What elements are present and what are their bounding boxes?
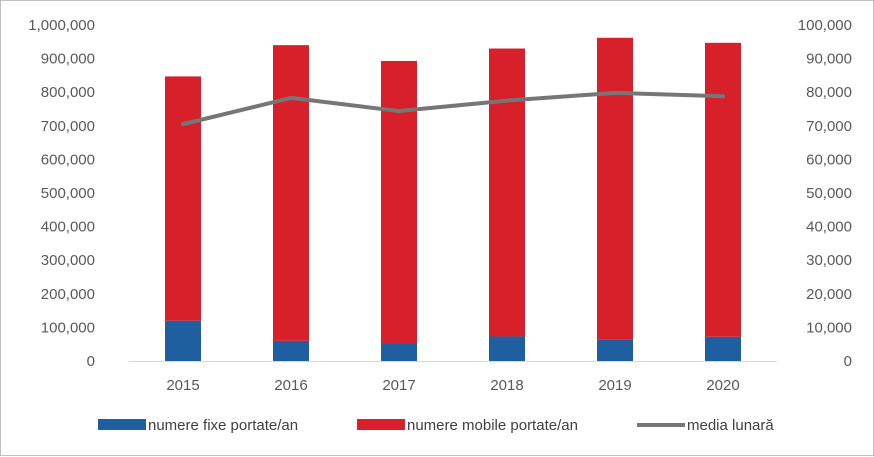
left-axis-tick-label: 400,000: [41, 219, 95, 236]
bar-series: [165, 37, 741, 361]
bar-mobile-2018: [489, 48, 525, 337]
right-axis-tick-label: 70,000: [806, 118, 852, 135]
left-axis-tick-label: 900,000: [41, 51, 95, 68]
left-axis-tick-label: 300,000: [41, 252, 95, 269]
legend-swatch-1: [357, 419, 405, 430]
x-axis-tick-label: 2017: [382, 377, 415, 394]
bar-mobile-2020: [705, 42, 741, 337]
line-point-2016: [289, 95, 293, 100]
right-axis-tick-label: 10,000: [806, 319, 852, 336]
bar-fixe-2019: [597, 339, 633, 361]
line-point-2015: [181, 122, 185, 127]
left-axis-tick-label: 100,000: [41, 319, 95, 336]
right-axis-tick-label: 20,000: [806, 286, 852, 303]
x-axis-tick-label: 2016: [274, 377, 307, 394]
right-axis-tick-label: 90,000: [806, 51, 852, 68]
line-media-lunara: [181, 90, 725, 127]
bar-mobile-2016: [273, 45, 309, 341]
bar-fixe-2017: [381, 343, 417, 361]
right-axis-tick-label: 100,000: [798, 17, 852, 34]
x-axis-tick-label: 2020: [706, 377, 739, 394]
legend-swatch-0: [98, 419, 146, 430]
x-axis-tick-label: 2015: [166, 377, 199, 394]
left-axis-tick-label: 1,000,000: [28, 17, 95, 34]
legend-label: media lunară: [687, 417, 774, 434]
legend: numere fixe portate/an numere mobile port…: [98, 417, 774, 434]
right-axis-tick-label: 30,000: [806, 252, 852, 269]
bar-mobile-2017: [381, 60, 417, 344]
line-point-2019: [613, 90, 617, 95]
right-axis-ticks: 0 10,000 20,000 30,000 40,000 50,000 60,000 70,…: [798, 17, 852, 370]
left-axis-tick-label: 0: [87, 353, 95, 370]
left-axis-tick-label: 500,000: [41, 185, 95, 202]
line-point-2020: [721, 94, 725, 99]
line-point-2018: [505, 98, 509, 103]
left-axis-tick-label: 800,000: [41, 84, 95, 101]
right-axis-tick-label: 0: [844, 353, 852, 370]
right-axis-tick-label: 60,000: [806, 151, 852, 168]
bar-fixe-2015: [165, 320, 201, 361]
legend-label: numere fixe portate/an: [148, 417, 298, 434]
right-axis-tick-label: 80,000: [806, 84, 852, 101]
bar-fixe-2016: [273, 340, 309, 361]
bar-mobile-2019: [597, 37, 633, 340]
left-axis-tick-label: 200,000: [41, 286, 95, 303]
bar-mobile-2015: [165, 76, 201, 321]
line-series: [181, 90, 725, 127]
x-axis-tick-label: 2019: [598, 377, 631, 394]
legend-label: numere mobile portate/an: [407, 417, 578, 434]
x-axis-tick-label: 2018: [490, 377, 523, 394]
x-axis-ticks: 2015 2016 2017 2018 2019 2020: [166, 377, 739, 394]
right-axis-tick-label: 40,000: [806, 219, 852, 236]
line-point-2017: [397, 109, 401, 114]
right-axis-tick-label: 50,000: [806, 185, 852, 202]
bar-fixe-2020: [705, 336, 741, 361]
bar-fixe-2018: [489, 336, 525, 361]
left-axis-tick-label: 700,000: [41, 118, 95, 135]
left-axis-ticks: 0 100,000 200,000 300,000 400,000 500,000 600,…: [28, 17, 95, 370]
left-axis-tick-label: 600,000: [41, 151, 95, 168]
